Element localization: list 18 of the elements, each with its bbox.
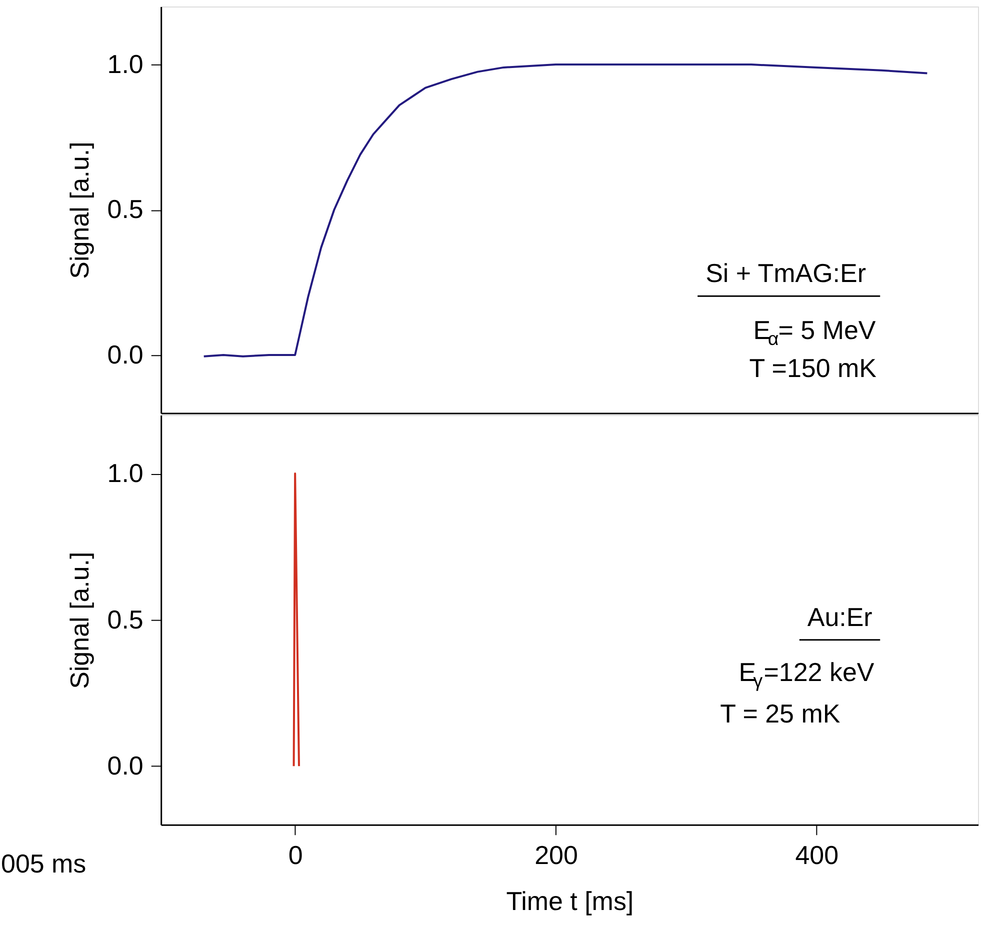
line-series bbox=[202, 64, 928, 358]
x-axis-title: Time t [ms] bbox=[506, 886, 634, 916]
annotation: T =150 mK bbox=[749, 353, 878, 384]
y-tick-label: 0.5 bbox=[107, 604, 144, 634]
x-tick-label: 0 bbox=[288, 840, 303, 870]
y-tick-label: 0.5 bbox=[107, 194, 144, 224]
annotation: T = 25 mK bbox=[720, 698, 841, 729]
y-tick-label: 0.0 bbox=[107, 339, 144, 370]
annotation: Si + TmAG:Er bbox=[706, 258, 866, 288]
x-tick-label: 400 bbox=[795, 840, 839, 870]
y-axis-title: Signal [a.u.] bbox=[64, 142, 94, 279]
y-tick-label: 1.0 bbox=[107, 458, 144, 488]
y-tick-label: 1.0 bbox=[107, 49, 144, 80]
annotation: Au:Er bbox=[807, 602, 873, 632]
text: 005 ms bbox=[1, 848, 86, 879]
x-tick-label: 200 bbox=[534, 840, 578, 870]
y-axis-title: Signal [a.u.] bbox=[64, 552, 94, 689]
y-tick-label: 0.0 bbox=[107, 750, 144, 781]
